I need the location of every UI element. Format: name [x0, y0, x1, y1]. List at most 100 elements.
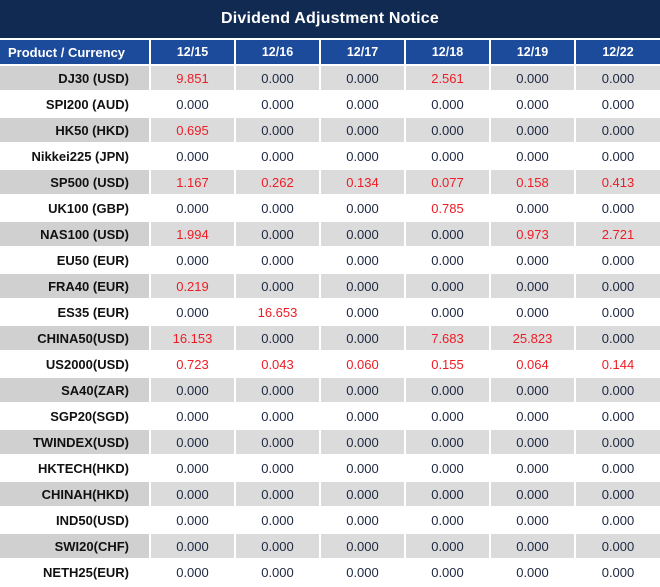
value-cell: 0.695: [150, 117, 236, 144]
value-cell: 0.000: [235, 65, 321, 92]
product-cell: SPI200 (AUD): [0, 91, 151, 118]
value-cell: 0.000: [405, 91, 491, 118]
value-cell: 0.000: [150, 455, 236, 482]
table-row: NETH25(EUR) 0.000 0.000 0.000 0.000 0.000 0.00…: [0, 559, 660, 586]
product-cell: UK100 (GBP): [0, 195, 151, 222]
value-cell: 0.000: [320, 299, 406, 326]
value-cell: 1.167: [150, 169, 236, 196]
value-cell: 0.000: [320, 455, 406, 482]
value-cell: 0.000: [575, 299, 660, 326]
product-cell: SWI20(CHF): [0, 533, 151, 560]
value-cell: 9.851: [150, 65, 236, 92]
value-cell: 0.000: [405, 403, 491, 430]
value-cell: 0.000: [320, 325, 406, 352]
header-date-1: 12/15: [150, 38, 236, 66]
value-cell: 0.000: [490, 377, 576, 404]
value-cell: 0.000: [490, 247, 576, 274]
table-row: FRA40 (EUR) 0.219 0.000 0.000 0.000 0.000 0.00…: [0, 273, 660, 300]
value-cell: 25.823: [490, 325, 576, 352]
value-cell: 0.000: [320, 65, 406, 92]
value-cell: 0.000: [320, 559, 406, 586]
table-row: HK50 (HKD) 0.695 0.000 0.000 0.000 0.000 0.000: [0, 117, 660, 144]
product-cell: ES35 (EUR): [0, 299, 151, 326]
product-cell: Nikkei225 (JPN): [0, 143, 151, 170]
table-row: NAS100 (USD) 1.994 0.000 0.000 0.000 0.973 2.7…: [0, 221, 660, 248]
value-cell: 0.000: [150, 559, 236, 586]
header-date-3: 12/17: [320, 38, 406, 66]
value-cell: 0.000: [320, 273, 406, 300]
table-row: CHINA50(USD) 16.153 0.000 0.000 7.683 25.823 0…: [0, 325, 660, 352]
value-cell: 0.000: [490, 559, 576, 586]
product-cell: NETH25(EUR): [0, 559, 151, 586]
value-cell: 0.000: [405, 117, 491, 144]
value-cell: 0.000: [490, 143, 576, 170]
value-cell: 1.994: [150, 221, 236, 248]
value-cell: 0.000: [150, 533, 236, 560]
value-cell: 2.721: [575, 221, 660, 248]
value-cell: 0.000: [320, 221, 406, 248]
table-row: US2000(USD) 0.723 0.043 0.060 0.155 0.064 0.14…: [0, 351, 660, 378]
value-cell: 0.000: [320, 143, 406, 170]
table-body: DJ30 (USD) 9.851 0.000 0.000 2.561 0.000 0.000…: [0, 65, 660, 586]
value-cell: 0.000: [575, 325, 660, 352]
value-cell: 0.000: [320, 247, 406, 274]
value-cell: 0.000: [235, 325, 321, 352]
value-cell: 0.000: [490, 429, 576, 456]
value-cell: 0.000: [575, 481, 660, 508]
value-cell: 0.000: [150, 429, 236, 456]
value-cell: 0.144: [575, 351, 660, 378]
value-cell: 0.000: [490, 299, 576, 326]
value-cell: 0.000: [235, 507, 321, 534]
product-cell: IND50(USD): [0, 507, 151, 534]
value-cell: 7.683: [405, 325, 491, 352]
value-cell: 0.000: [490, 481, 576, 508]
product-cell: HKTECH(HKD): [0, 455, 151, 482]
value-cell: 0.413: [575, 169, 660, 196]
value-cell: 0.000: [405, 455, 491, 482]
table-row: SPI200 (AUD) 0.000 0.000 0.000 0.000 0.000 0.0…: [0, 91, 660, 118]
value-cell: 0.000: [320, 429, 406, 456]
value-cell: 0.000: [490, 65, 576, 92]
table-row: SP500 (USD) 1.167 0.262 0.134 0.077 0.158 0.41…: [0, 169, 660, 196]
value-cell: 0.000: [490, 533, 576, 560]
value-cell: 0.134: [320, 169, 406, 196]
value-cell: 0.000: [150, 403, 236, 430]
value-cell: 0.000: [405, 247, 491, 274]
value-cell: 0.219: [150, 273, 236, 300]
value-cell: 0.000: [320, 507, 406, 534]
value-cell: 0.000: [235, 221, 321, 248]
value-cell: 0.000: [150, 299, 236, 326]
product-cell: SA40(ZAR): [0, 377, 151, 404]
table-row: HKTECH(HKD) 0.000 0.000 0.000 0.000 0.000 0.00…: [0, 455, 660, 482]
value-cell: 0.000: [575, 533, 660, 560]
value-cell: 0.000: [235, 481, 321, 508]
value-cell: 0.785: [405, 195, 491, 222]
value-cell: 0.000: [405, 429, 491, 456]
value-cell: 0.000: [405, 507, 491, 534]
value-cell: 0.000: [405, 273, 491, 300]
value-cell: 0.155: [405, 351, 491, 378]
value-cell: 0.000: [405, 221, 491, 248]
value-cell: 0.000: [235, 455, 321, 482]
value-cell: 0.000: [235, 91, 321, 118]
value-cell: 0.000: [320, 195, 406, 222]
value-cell: 0.000: [575, 403, 660, 430]
value-cell: 0.000: [490, 455, 576, 482]
value-cell: 0.262: [235, 169, 321, 196]
value-cell: 0.000: [405, 533, 491, 560]
value-cell: 0.000: [150, 91, 236, 118]
value-cell: 0.000: [575, 273, 660, 300]
product-cell: CHINAH(HKD): [0, 481, 151, 508]
table-row: SWI20(CHF) 0.000 0.000 0.000 0.000 0.000 0.000: [0, 533, 660, 560]
value-cell: 0.000: [490, 273, 576, 300]
header-date-5: 12/19: [490, 38, 576, 66]
value-cell: 0.000: [575, 91, 660, 118]
value-cell: 0.000: [150, 195, 236, 222]
value-cell: 0.000: [150, 143, 236, 170]
header-date-2: 12/16: [235, 38, 321, 66]
table-row: SA40(ZAR) 0.000 0.000 0.000 0.000 0.000 0.000: [0, 377, 660, 404]
value-cell: 0.000: [150, 247, 236, 274]
product-cell: CHINA50(USD): [0, 325, 151, 352]
value-cell: 0.000: [320, 481, 406, 508]
